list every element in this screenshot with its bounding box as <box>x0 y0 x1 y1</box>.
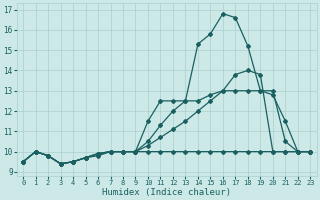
X-axis label: Humidex (Indice chaleur): Humidex (Indice chaleur) <box>102 188 231 197</box>
